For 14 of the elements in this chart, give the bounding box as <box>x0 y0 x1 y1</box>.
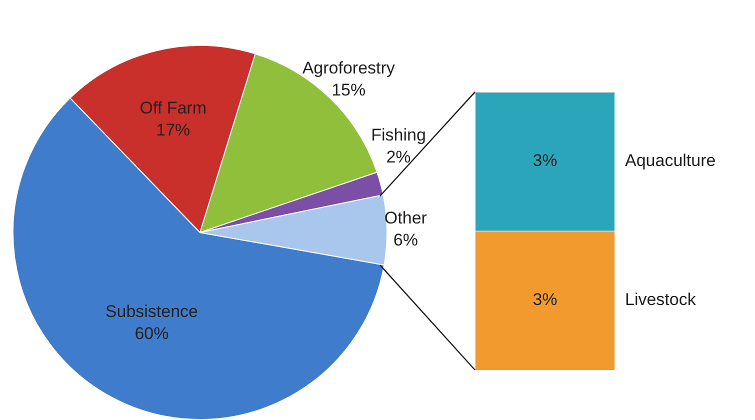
data-label: 3% <box>532 290 558 310</box>
data-label: 2% <box>386 147 411 166</box>
series-label: Livestock <box>625 290 696 310</box>
slice-label: Other <box>384 208 428 228</box>
slice-label: Off Farm <box>140 98 207 118</box>
slice-label: Agroforestry <box>302 58 396 78</box>
data-label: 17% <box>156 120 190 140</box>
data-label: 60% <box>134 324 169 343</box>
data-label: 15% <box>332 80 366 100</box>
data-label: 3% <box>532 151 558 170</box>
slice-label: Subsistence <box>105 302 198 321</box>
data-label: 6% <box>393 230 418 250</box>
slice-label: Fishing <box>371 125 426 144</box>
series-label: Aquaculture <box>625 151 716 170</box>
